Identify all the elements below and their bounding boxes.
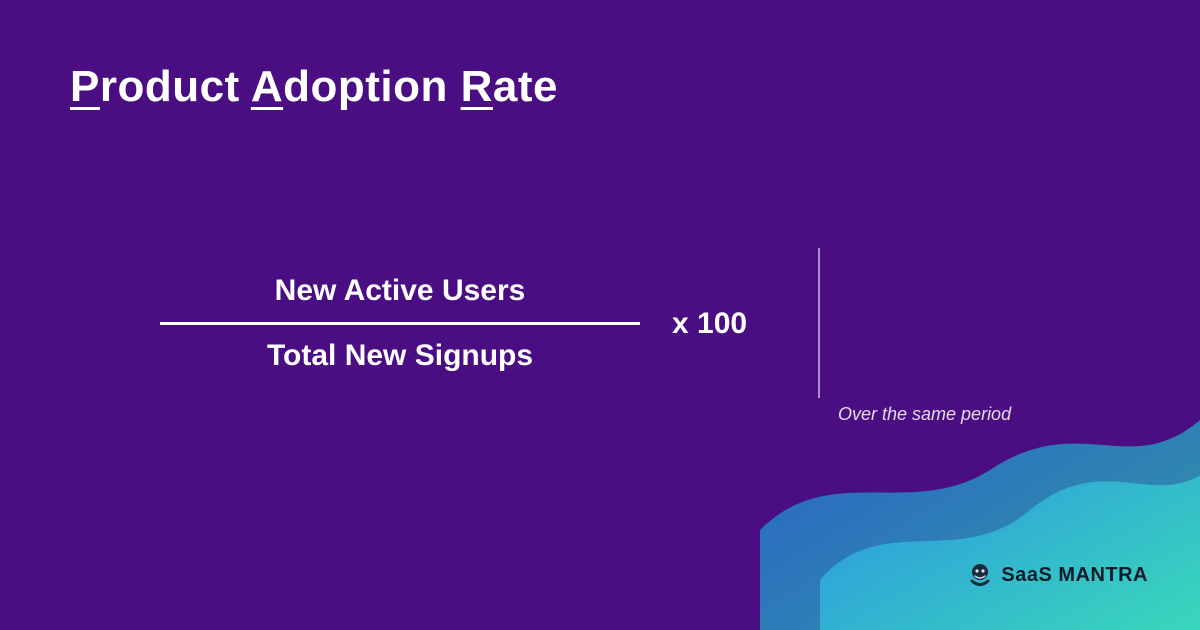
numerator: New Active Users [275, 260, 526, 322]
brand-name: SaaS MANTRA [1001, 564, 1148, 587]
brand-icon [967, 562, 993, 588]
period-note: Over the same period [838, 404, 1011, 425]
brand-badge: SaaS MANTRA [967, 562, 1148, 588]
title-underline-2: A [251, 62, 283, 111]
title-underline-1: P [70, 62, 100, 111]
vertical-divider [818, 248, 820, 398]
denominator: Total New Signups [267, 325, 533, 387]
title-underline-3: R [461, 62, 493, 111]
title-word1-rest: roduct [100, 62, 240, 111]
fraction: New Active Users Total New Signups [160, 260, 640, 387]
title-word3-rest: ate [493, 62, 558, 111]
wave-front-shape [820, 350, 1200, 630]
page-title: Product Adoption Rate [70, 62, 558, 112]
multiplier: x 100 [672, 307, 747, 341]
title-word2-rest: doption [283, 62, 448, 111]
formula: New Active Users Total New Signups x 100 [160, 260, 747, 387]
